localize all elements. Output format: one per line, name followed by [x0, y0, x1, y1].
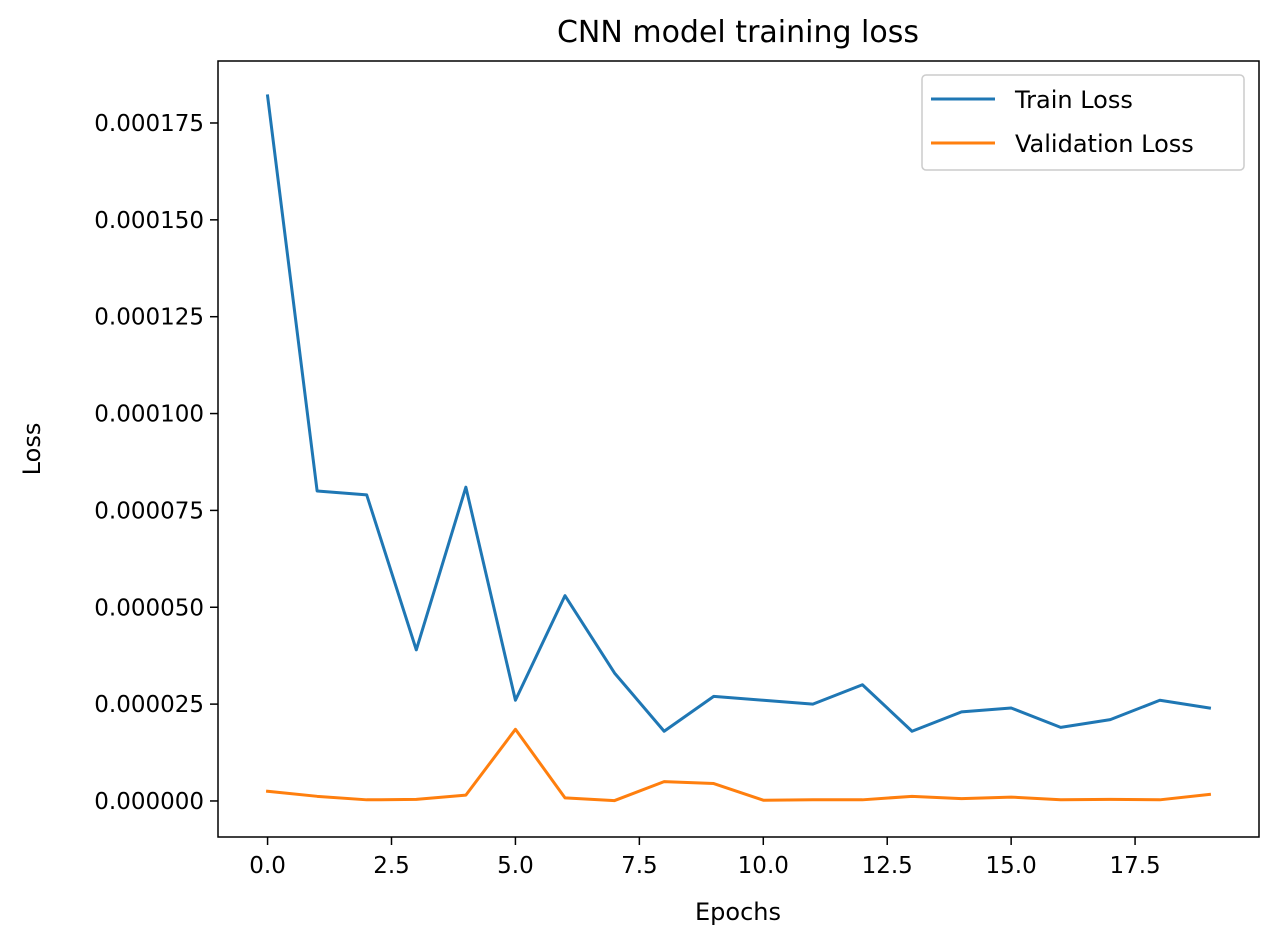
y-tick-label: 0.000175 — [94, 111, 204, 137]
x-tick-label: 0.0 — [249, 853, 286, 879]
y-tick-label: 0.000000 — [94, 789, 204, 815]
y-tick-label: 0.000025 — [94, 692, 204, 718]
y-axis-ticks: 0.000000 0.000025 0.000050 0.000075 0.000100… — [94, 111, 218, 815]
legend-label-validation-loss: Validation Loss — [1015, 130, 1194, 158]
x-tick-label: 15.0 — [986, 853, 1037, 879]
x-tick-label: 10.0 — [738, 853, 789, 879]
data-point-validation-loss — [1158, 798, 1162, 802]
data-point-train-loss — [1158, 698, 1162, 702]
data-point-validation-loss — [811, 798, 815, 802]
y-tick-label: 0.000125 — [94, 305, 204, 331]
plot-frame — [217, 60, 1260, 838]
legend-label-train-loss: Train Loss — [1014, 86, 1133, 114]
data-point-train-loss — [266, 94, 270, 98]
data-point-train-loss — [1009, 706, 1013, 710]
data-point-validation-loss — [266, 789, 270, 793]
data-point-validation-loss — [563, 796, 567, 800]
data-point-validation-loss — [960, 797, 964, 801]
data-point-validation-loss — [365, 798, 369, 802]
x-tick-label: 7.5 — [621, 853, 658, 879]
series-line-validation-loss — [265, 727, 1212, 803]
data-point-validation-loss — [1009, 795, 1013, 799]
data-point-validation-loss — [712, 782, 716, 786]
data-point-validation-loss — [1059, 798, 1063, 802]
data-point-validation-loss — [1108, 797, 1112, 801]
x-axis-label: Epochs — [695, 898, 781, 926]
data-point-validation-loss — [464, 793, 468, 797]
y-tick-label: 0.000075 — [94, 498, 204, 524]
y-tick-label: 0.000100 — [94, 402, 204, 428]
data-point-train-loss — [960, 710, 964, 714]
data-point-train-loss — [811, 702, 815, 706]
data-point-train-loss — [1207, 706, 1211, 710]
y-tick-label: 0.000150 — [94, 208, 204, 234]
data-point-validation-loss — [414, 797, 418, 801]
y-axis-label: Loss — [18, 423, 46, 476]
data-point-validation-loss — [513, 727, 517, 731]
x-axis-ticks: 0.0 2.5 5.0 7.5 10.0 12.5 15.0 17.5 — [249, 837, 1161, 879]
x-tick-label: 2.5 — [373, 853, 410, 879]
legend: Train Loss Validation Loss — [921, 74, 1245, 171]
legend-box — [921, 74, 1245, 171]
x-tick-label: 5.0 — [497, 853, 534, 879]
data-point-train-loss — [1059, 725, 1063, 729]
data-point-validation-loss — [1207, 792, 1211, 796]
data-point-validation-loss — [662, 780, 666, 784]
data-point-validation-loss — [613, 799, 617, 803]
data-point-validation-loss — [910, 794, 914, 798]
chart-title: CNN model training loss — [557, 15, 919, 50]
data-point-train-loss — [414, 648, 418, 652]
data-point-train-loss — [365, 493, 369, 497]
data-point-validation-loss — [860, 798, 864, 802]
series-line-train-loss — [265, 94, 1212, 733]
series-layer — [265, 94, 1212, 803]
data-point-train-loss — [1108, 718, 1112, 722]
data-point-train-loss — [464, 485, 468, 489]
data-point-train-loss — [761, 698, 765, 702]
data-point-train-loss — [613, 671, 617, 675]
data-point-validation-loss — [315, 794, 319, 798]
data-point-train-loss — [563, 594, 567, 598]
y-tick-label: 0.000050 — [94, 595, 204, 621]
data-point-train-loss — [712, 694, 716, 698]
data-point-validation-loss — [761, 798, 765, 802]
x-tick-label: 12.5 — [862, 853, 913, 879]
x-tick-label: 17.5 — [1109, 853, 1160, 879]
data-point-train-loss — [910, 729, 914, 733]
data-point-train-loss — [662, 729, 666, 733]
data-point-train-loss — [315, 489, 319, 493]
data-point-train-loss — [513, 698, 517, 702]
data-point-train-loss — [860, 683, 864, 687]
